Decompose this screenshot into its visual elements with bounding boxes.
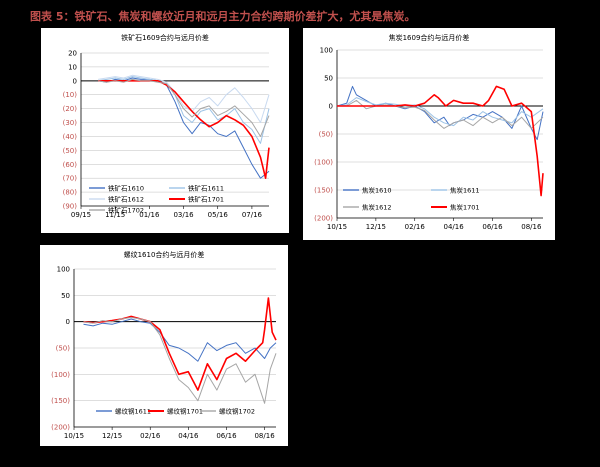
legend-label: 铁矿石1610 xyxy=(108,184,144,193)
chart-title: 螺纹1610合约与远月价差 xyxy=(124,250,205,259)
figure-title: 图表 5：铁矿石、焦炭和螺纹近月和远月主力合约跨期价差扩大，尤其是焦炭。 xyxy=(30,10,416,23)
series-line-焦炭1701 xyxy=(337,85,544,197)
x-tick-label: 10/15 xyxy=(327,223,347,231)
y-tick-label: (200) xyxy=(314,215,333,223)
chart-rebar: 螺纹1610合约与远月价差 100 50 0 (50) (100) (150) (200)10… xyxy=(51,250,277,440)
chart-title: 铁矿石1609合约与远月价差 xyxy=(121,33,209,42)
legend-label: 焦炭1611 xyxy=(450,186,480,195)
series-line-铁矿石1610 xyxy=(98,77,270,179)
y-tick-label: 0 xyxy=(66,318,70,326)
x-tick-label: 12/15 xyxy=(366,223,386,231)
y-tick-label: (50) xyxy=(63,147,78,155)
chart-title: 焦炭1609合约与远月价差 xyxy=(389,33,470,42)
series-line-铁矿石1612 xyxy=(98,74,270,123)
x-tick-label: 06/16 xyxy=(482,223,503,231)
legend-label: 铁矿石1702 xyxy=(108,206,144,215)
y-tick-label: (70) xyxy=(63,175,78,183)
y-tick-label: (50) xyxy=(56,345,71,353)
series-line-铁矿石1702 xyxy=(98,78,270,137)
legend-label: 螺纹钢1701 xyxy=(167,407,203,416)
y-tick-label: 0 xyxy=(329,103,333,111)
y-tick-label: 100 xyxy=(320,47,333,55)
chart-panel-iron-ore: 铁矿石1609合约与远月价差 20 10 0 (10) (20) (30) (40) (50) (… xyxy=(41,28,289,233)
y-tick-label: 50 xyxy=(61,292,70,300)
y-tick-label: (60) xyxy=(63,161,78,169)
x-tick-label: 11/15 xyxy=(105,211,125,219)
legend-label: 铁矿石1612 xyxy=(108,195,144,204)
y-tick-label: (100) xyxy=(51,371,70,379)
y-tick-label: (150) xyxy=(51,397,70,405)
y-tick-label: (40) xyxy=(63,133,78,141)
chart-iron-ore: 铁矿石1609合约与远月价差 20 10 0 (10) (20) (30) (40) (50) (… xyxy=(63,33,270,219)
y-tick-label: (80) xyxy=(63,189,78,197)
legend-label: 焦炭1612 xyxy=(362,203,392,212)
x-tick-label: 02/16 xyxy=(140,432,161,440)
y-tick-label: (200) xyxy=(51,424,70,432)
y-tick-label: (30) xyxy=(63,119,78,127)
series-line-铁矿石1611 xyxy=(98,76,270,144)
x-tick-label: 05/16 xyxy=(208,211,229,219)
y-tick-label: 10 xyxy=(68,63,77,71)
legend-label: 铁矿石1701 xyxy=(188,195,224,204)
series-line-焦炭1612 xyxy=(337,99,544,129)
y-tick-label: (100) xyxy=(314,159,333,167)
y-tick-label: 50 xyxy=(324,75,333,83)
y-tick-label: 100 xyxy=(57,266,70,274)
y-tick-label: (90) xyxy=(63,203,78,211)
x-tick-label: 02/16 xyxy=(405,223,426,231)
y-tick-label: (50) xyxy=(319,131,334,139)
series-line-螺纹钢1702 xyxy=(83,317,277,404)
series-line-螺纹钢1701 xyxy=(83,297,277,391)
legend-label: 焦炭1610 xyxy=(362,186,392,195)
legend-label: 铁矿石1611 xyxy=(188,184,224,193)
legend-label: 焦炭1701 xyxy=(450,203,480,212)
y-tick-label: (150) xyxy=(314,187,333,195)
x-tick-label: 12/15 xyxy=(102,432,122,440)
x-tick-label: 01/16 xyxy=(139,211,160,219)
x-tick-label: 04/16 xyxy=(444,223,465,231)
series-line-焦炭1611 xyxy=(336,97,544,127)
chart-panel-coke: 焦炭1609合约与远月价差 100 50 0 (50) (100) (150) (200) 10… xyxy=(303,28,555,240)
series-line-铁矿石1701 xyxy=(98,79,270,179)
x-tick-label: 07/16 xyxy=(242,211,263,219)
y-tick-label: 0 xyxy=(73,77,77,85)
x-tick-label: 08/16 xyxy=(254,432,275,440)
legend-label: 螺纹钢1611 xyxy=(115,407,151,416)
series-line-螺纹钢1611 xyxy=(83,318,277,362)
x-tick-label: 04/16 xyxy=(178,432,199,440)
chart-panel-rebar: 螺纹1610合约与远月价差 100 50 0 (50) (100) (150) (200) 10… xyxy=(40,245,288,446)
x-tick-label: 08/16 xyxy=(521,223,542,231)
y-tick-label: (20) xyxy=(63,105,78,113)
x-tick-label: 09/15 xyxy=(71,211,91,219)
x-tick-label: 10/15 xyxy=(64,432,84,440)
y-tick-label: (10) xyxy=(63,91,78,99)
series-line-焦炭1610 xyxy=(336,85,544,141)
x-tick-label: 06/16 xyxy=(216,432,237,440)
y-tick-label: 20 xyxy=(68,50,77,58)
chart-coke: 焦炭1609合约与远月价差 100 50 0 (50) (100) (150) (200)10… xyxy=(314,33,544,231)
x-tick-label: 03/16 xyxy=(173,211,194,219)
legend-label: 螺纹钢1702 xyxy=(219,407,255,416)
